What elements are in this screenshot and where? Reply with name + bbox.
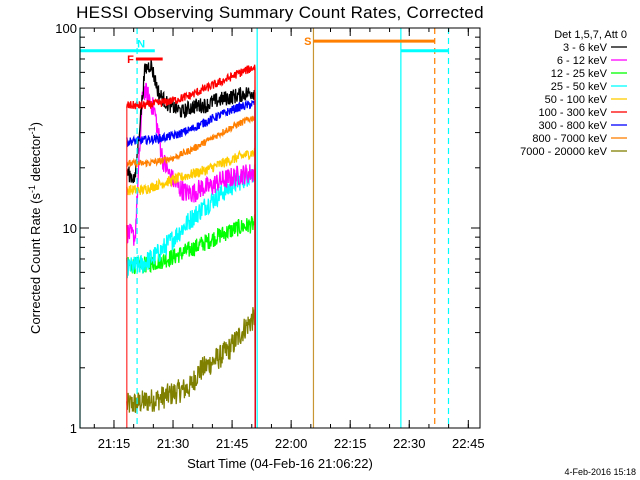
legend-label: 300 - 800 keV [539, 120, 608, 132]
interval-flag-f: F [127, 54, 134, 66]
series-line-50-100-kev [126, 147, 256, 429]
legend-label: 50 - 100 keV [545, 94, 608, 106]
plot-frame [79, 27, 481, 429]
marker-layer: NF S [79, 28, 450, 428]
x-tick-label: 21:15 [98, 436, 131, 451]
legend-label: 100 - 300 keV [539, 107, 608, 119]
y-axis-label-mid: detector [28, 134, 43, 185]
timestamp: 4-Feb-2016 15:18 [564, 467, 636, 477]
x-tick-label: 21:30 [157, 436, 190, 451]
legend-label: 7000 - 20000 keV [520, 146, 608, 158]
y-tick-label: 100 [55, 21, 77, 36]
chart-title: HESSI Observing Summary Count Rates, Cor… [76, 3, 484, 22]
legend-label: 800 - 7000 keV [532, 133, 607, 145]
legend-label: 6 - 12 keV [557, 55, 608, 67]
x-tick-label: 22:45 [452, 436, 485, 451]
x-tick-label: 22:00 [275, 436, 308, 451]
x-axis-label: Start Time (04-Feb-16 21:06:22) [187, 456, 373, 471]
series-line-100-300-kev [126, 64, 256, 429]
interval-flag-s: S [304, 36, 311, 48]
x-tick-label: 22:30 [393, 436, 426, 451]
series-line-25-50-kev [126, 164, 256, 429]
series-line-300-800-kev [126, 99, 256, 429]
legend-title: Det 1,5,7, Att 0 [554, 29, 627, 41]
y-tick-label: 10 [63, 221, 77, 236]
legend-label: 3 - 6 keV [563, 42, 608, 54]
y-axis-label: Corrected Count Rate (s-1 detector-1) [27, 122, 43, 334]
series-line-6-12-kev [126, 82, 256, 429]
series-line-7000-20000-kev [126, 307, 256, 429]
y-axis-label-sup1: -1 [27, 185, 37, 193]
series-line-3-6-kev [126, 59, 256, 429]
interval-flag-n: N [137, 39, 145, 51]
y-axis-label-end: ) [28, 122, 43, 126]
y-tick-label: 1 [70, 421, 77, 436]
tick-layer: 21:15 21:30 21:45 22:00 22:15 22:30 22:45 1 10 10… [55, 21, 484, 451]
y-axis-label-base: Corrected Count Rate (s [28, 193, 43, 334]
legend-label: 25 - 50 keV [551, 81, 608, 93]
series-line-800-7000-kev [126, 115, 256, 429]
series-layer [126, 59, 256, 429]
x-tick-label: 21:45 [216, 436, 249, 451]
y-axis-label-sup2: -1 [27, 126, 37, 134]
legend-label: 12 - 25 keV [551, 68, 608, 80]
x-tick-label: 22:15 [334, 436, 367, 451]
